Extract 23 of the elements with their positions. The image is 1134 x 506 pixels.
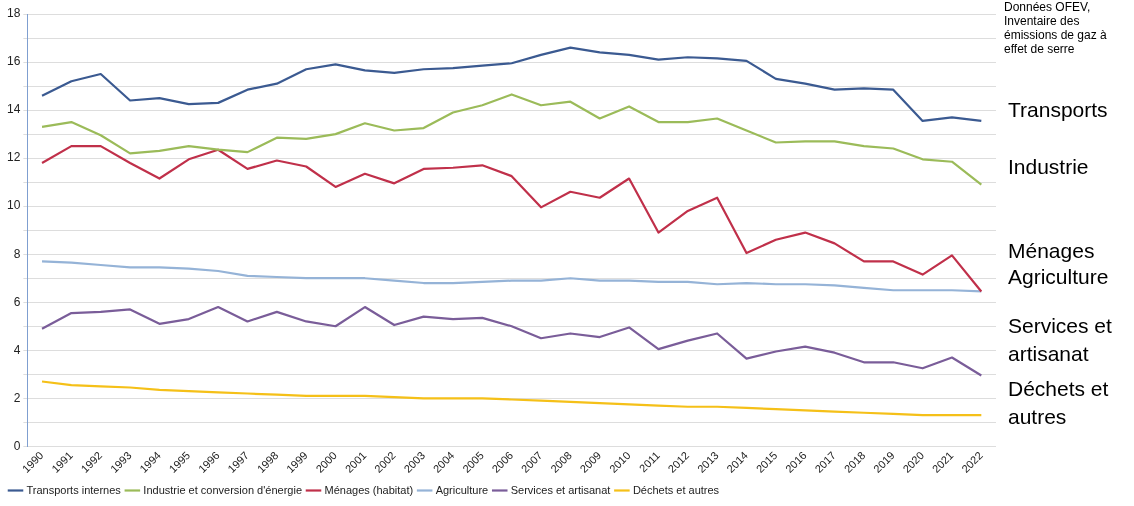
- y-tick-label: 8: [13, 246, 21, 261]
- y-tick-label: 14: [6, 102, 21, 117]
- text: Agriculture: [1008, 264, 1109, 288]
- text: Ménages: [1008, 238, 1095, 262]
- y-tick-label: 0: [13, 438, 21, 453]
- legend-label: Déchets et autres: [632, 483, 720, 496]
- legend-label: Services et artisanat: [510, 483, 611, 496]
- y-tick-label: 10: [6, 198, 21, 213]
- y-tick-label: 12: [6, 150, 21, 165]
- y-tick-label: 4: [13, 342, 21, 357]
- legend-label: Ménages (habitat): [324, 483, 414, 496]
- legend-label: Transports internes: [26, 483, 122, 496]
- text: Déchets et autres: [1008, 376, 1109, 428]
- y-tick-label: 18: [6, 6, 21, 21]
- legend-label: Industrie et conversion d'énergie: [143, 483, 302, 496]
- legend-label: Agriculture: [435, 483, 489, 496]
- y-tick-label: 16: [6, 54, 21, 69]
- y-tick-label: 6: [13, 294, 21, 309]
- text: Transports: [1008, 97, 1108, 121]
- text: Services et artisanat: [1008, 313, 1113, 365]
- y-tick-label: 2: [13, 390, 21, 405]
- text: Industrie: [1008, 154, 1089, 178]
- text: Données OFEV, Inventaire des émissions de gaz à effet de serre: [1004, 0, 1108, 57]
